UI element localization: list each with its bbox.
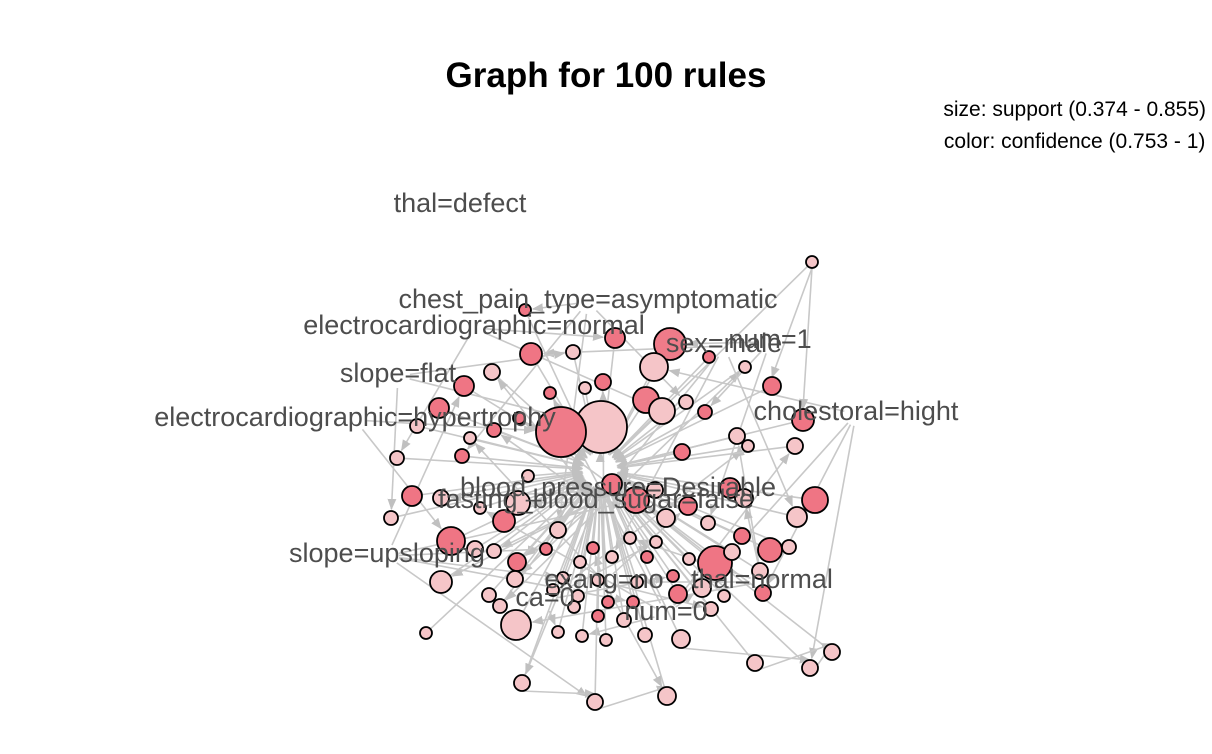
item-label: slope=flat: [340, 358, 457, 388]
rule-node: [587, 694, 603, 710]
rule-node: [493, 599, 507, 613]
rule-node: [747, 655, 763, 671]
rule-node: [552, 626, 564, 638]
rule-node: [390, 451, 404, 465]
rule-node: [698, 405, 712, 419]
item-label: electrocardiographic=hypertrophy: [154, 402, 556, 432]
rule-node: [641, 551, 653, 563]
rule-node: [782, 540, 796, 554]
rule-node: [576, 630, 588, 642]
rule-node: [595, 374, 611, 390]
rule-node: [464, 432, 476, 444]
item-label: electrocardiographic=normal: [303, 310, 644, 340]
graph-title: Graph for 100 rules: [0, 56, 1212, 96]
rule-edge: [755, 644, 832, 671]
rule-node: [787, 507, 807, 527]
rule-edge: [522, 691, 595, 694]
rule-node: [514, 675, 530, 691]
rule-node: [579, 382, 591, 394]
item-label: num=0: [624, 596, 707, 626]
rule-node: [758, 538, 782, 562]
item-label: ca=0: [515, 582, 574, 612]
rule-node: [763, 377, 781, 395]
rule-node: [482, 588, 496, 602]
rule-node: [420, 627, 432, 639]
graph-legend: size: support (0.374 - 0.855) color: con…: [943, 94, 1206, 158]
rule-node: [501, 610, 531, 640]
rule-node: [454, 376, 474, 396]
rule-edge: [595, 687, 667, 710]
rule-node: [384, 511, 398, 525]
rule-node: [587, 542, 599, 554]
rule-node: [658, 687, 676, 705]
rule-node: [600, 634, 612, 646]
rule-node: [674, 444, 690, 460]
item-label: thal=normal: [691, 564, 833, 594]
item-label: slope=upsloping: [289, 538, 485, 568]
rule-node: [824, 644, 840, 660]
rule-node: [550, 522, 566, 538]
rule-node: [638, 628, 652, 642]
rule-node: [787, 438, 803, 454]
rule-node: [667, 570, 679, 582]
rule-node: [806, 256, 818, 268]
rule-node: [484, 364, 500, 380]
rule-node: [649, 398, 675, 424]
item-label: cholestoral=hight: [754, 396, 959, 426]
rule-node: [566, 345, 580, 359]
rule-node: [802, 660, 818, 676]
rule-edge: [618, 447, 787, 468]
rule-node: [729, 428, 745, 444]
rule-node: [679, 395, 693, 409]
legend-color: color: confidence (0.753 - 1): [943, 126, 1206, 158]
rule-node: [402, 486, 422, 506]
rule-node: [520, 343, 542, 365]
rule-node: [734, 528, 750, 544]
rule-node: [455, 449, 469, 463]
legend-size: size: support (0.374 - 0.855): [943, 94, 1206, 126]
rule-node: [487, 544, 501, 558]
rule-node: [430, 571, 452, 593]
item-label: sex=male: [666, 328, 782, 358]
rule-node: [544, 387, 556, 399]
item-label: fasting_blood_sugar=false: [438, 484, 754, 514]
rule-edge: [812, 426, 854, 658]
rule-node: [701, 516, 715, 530]
rule-node: [592, 610, 604, 622]
rule-node: [602, 596, 614, 608]
rule-node: [672, 630, 690, 648]
rule-node: [606, 551, 618, 563]
rule-node: [802, 487, 828, 513]
rule-node: [624, 532, 636, 544]
rule-node: [742, 440, 754, 452]
rule-edge: [362, 429, 441, 528]
rule-node: [650, 536, 662, 548]
rule-node: [739, 361, 751, 373]
rule-node: [508, 553, 526, 571]
rule-node: [640, 353, 668, 381]
item-label: thal=defect: [394, 188, 527, 218]
rule-node: [724, 544, 740, 560]
rule-node: [540, 543, 552, 555]
